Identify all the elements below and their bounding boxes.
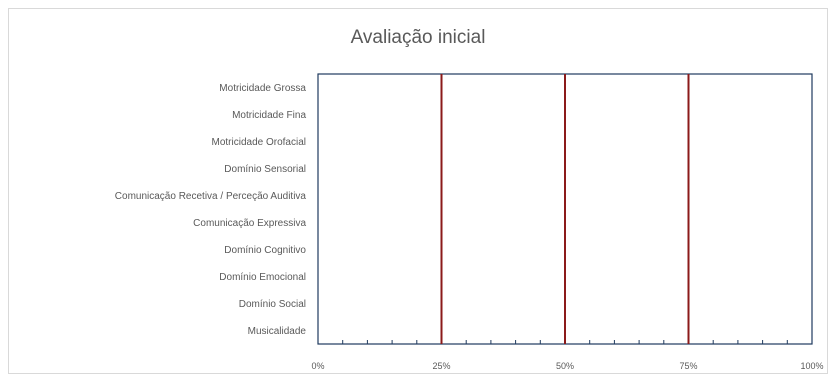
category-label: Musicalidade: [248, 326, 307, 337]
chart-title: Avaliação inicial: [350, 27, 486, 48]
category-label: Domínio Cognitivo: [224, 245, 306, 256]
category-label: Comunicação Expressiva: [193, 218, 306, 229]
category-label: Motricidade Fina: [232, 110, 306, 121]
x-tick-label: 25%: [432, 361, 450, 371]
category-label: Motricidade Orofacial: [212, 137, 306, 148]
x-tick-label: 50%: [556, 361, 574, 371]
plot-layer: Motricidade Grossa Motricidade Fina Motric…: [115, 73, 824, 371]
category-label: Motricidade Grossa: [219, 83, 306, 94]
x-tick-label: 0%: [311, 361, 324, 371]
x-tick-label: 100%: [800, 361, 823, 371]
category-label: Domínio Emocional: [219, 272, 306, 283]
category-label: Domínio Social: [239, 299, 306, 310]
category-label: Comunicação Recetiva / Perceção Auditiva: [115, 191, 307, 202]
x-tick-label: 75%: [679, 361, 697, 371]
category-label: Domínio Sensorial: [224, 164, 306, 175]
